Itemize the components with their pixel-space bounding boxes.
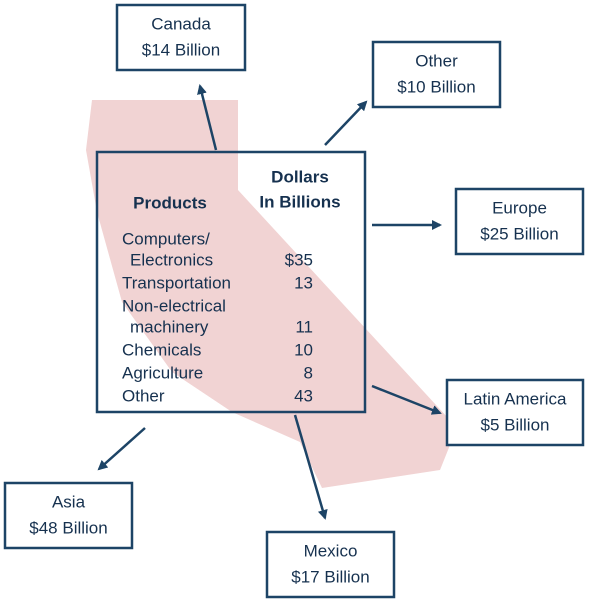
destination-box (454, 187, 585, 256)
arrow (197, 84, 218, 151)
product-value: $35 (285, 250, 313, 269)
product-name: Agriculture (122, 363, 203, 382)
destination-box (445, 378, 585, 447)
destination-amount: $48 Billion (29, 518, 107, 537)
destination-name: Canada (151, 14, 211, 33)
destination-amount: $10 Billion (397, 77, 475, 96)
product-name: Chemicals (122, 340, 201, 359)
product-value: 10 (294, 340, 313, 359)
product-name: Electronics (130, 250, 213, 269)
destination-box (115, 3, 247, 72)
header-dollars: In Billions (259, 192, 340, 211)
destination-box (3, 481, 134, 550)
destination-name: Other (415, 51, 458, 70)
product-name: machinery (130, 317, 209, 336)
arrow (293, 414, 328, 520)
product-value: 11 (295, 317, 313, 336)
product-value: 8 (304, 363, 313, 382)
california-shape (86, 100, 452, 488)
table-box (95, 150, 367, 414)
arrows (97, 84, 442, 520)
product-name: Computers/ (122, 229, 210, 248)
product-name: Transportation (122, 273, 231, 292)
destination-amount: $25 Billion (480, 224, 558, 243)
header-dollars: Dollars (271, 167, 329, 186)
destination-name: Mexico (304, 541, 358, 560)
arrow (371, 384, 442, 415)
destination-box (265, 530, 396, 599)
product-name: Non-electrical (122, 296, 226, 315)
destination-box (371, 40, 502, 109)
product-value: 43 (294, 386, 313, 405)
destination-amount: $5 Billion (481, 415, 550, 434)
arrow (324, 100, 368, 146)
product-name: Other (122, 386, 165, 405)
product-value: 13 (294, 273, 313, 292)
destination-name: Europe (492, 198, 547, 217)
destination-amount: $17 Billion (291, 567, 369, 586)
header-products: Products (133, 193, 207, 212)
destination-name: Latin America (464, 389, 568, 408)
destination-name: Asia (52, 492, 86, 511)
destination-amount: $14 Billion (142, 40, 220, 59)
arrow (97, 427, 146, 471)
